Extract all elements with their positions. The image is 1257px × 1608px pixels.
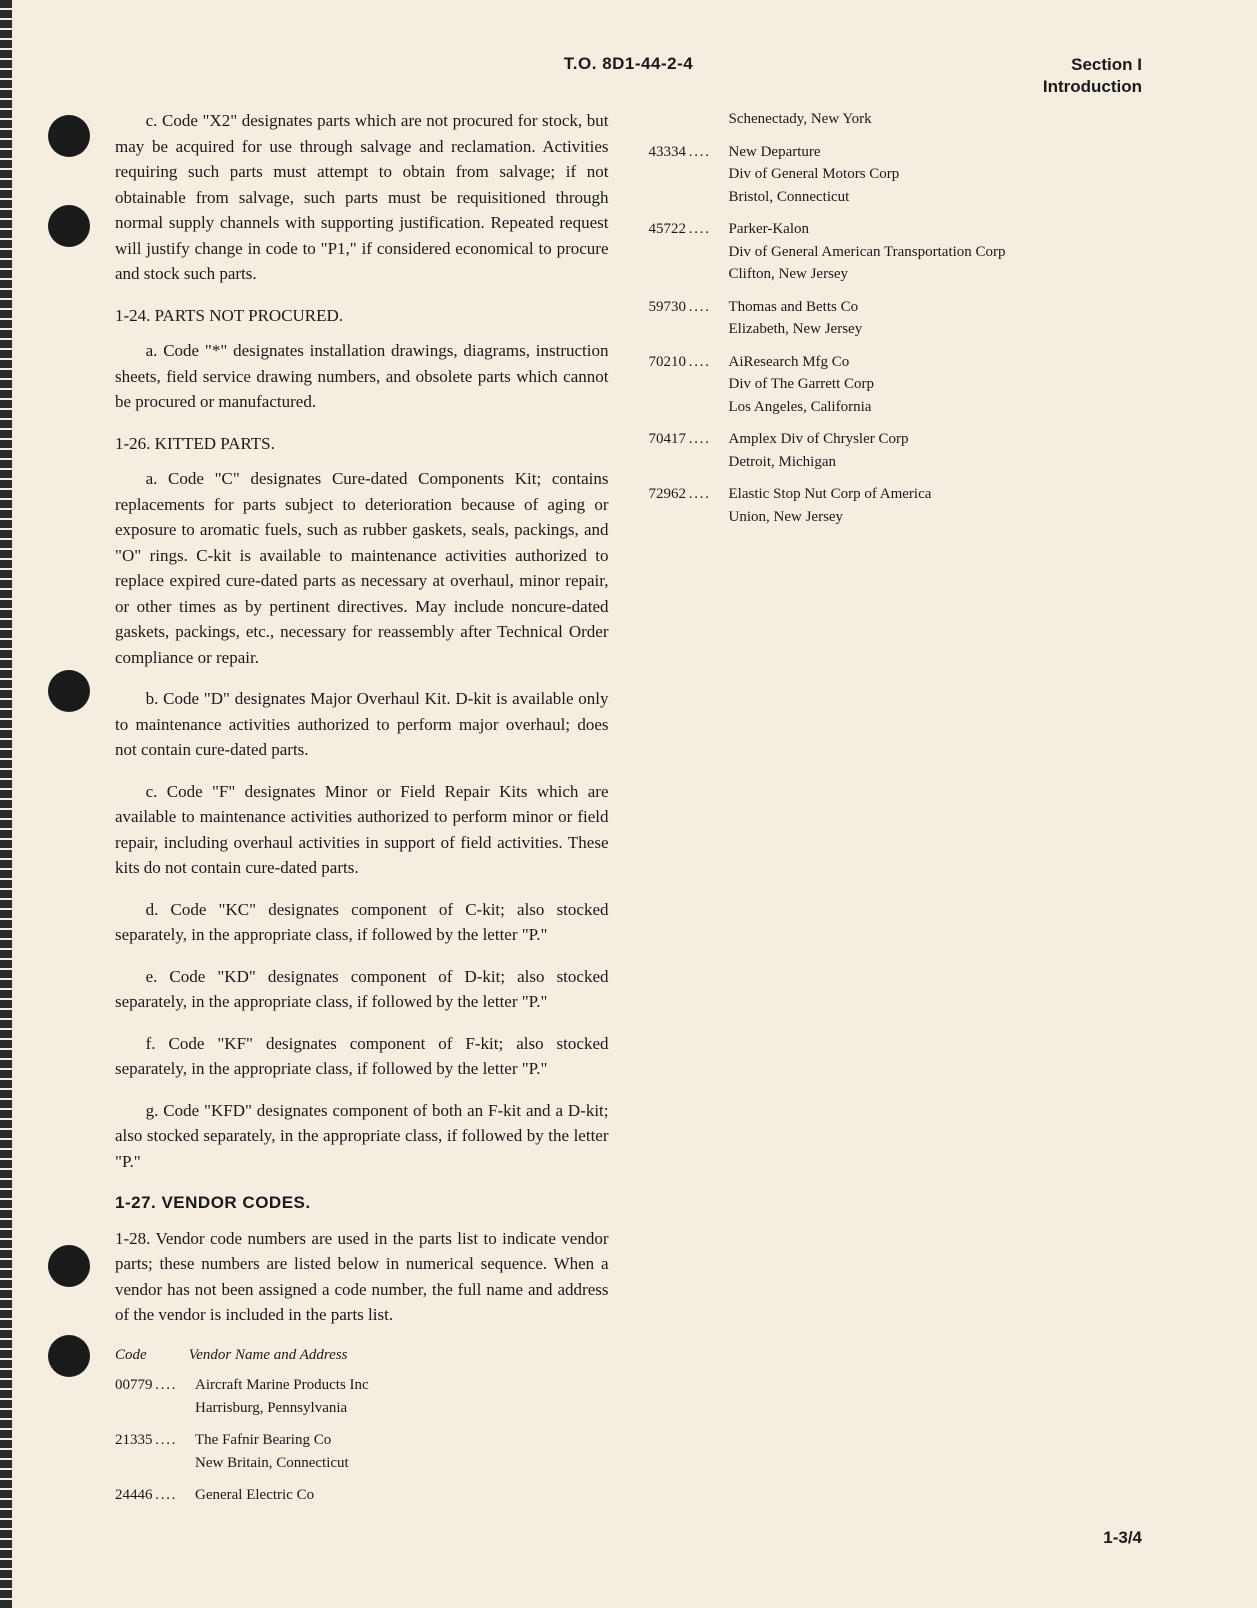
para-126e: e. Code "KD" designates component of D-k… — [115, 964, 609, 1015]
vendor-code: 70210 — [649, 351, 729, 419]
vendor-line: General Electric Co — [195, 1484, 609, 1507]
vendor-code: 59730 — [649, 296, 729, 341]
vendor-row: 59730Thomas and Betts CoElizabeth, New J… — [649, 296, 1143, 341]
vendor-code: 45722 — [649, 218, 729, 286]
para-128: 1-28. Vendor code numbers are used in th… — [115, 1226, 609, 1328]
vendor-row: 21335The Fafnir Bearing CoNew Britain, C… — [115, 1429, 609, 1474]
vendor-line: Elastic Stop Nut Corp of America — [729, 483, 1143, 506]
vendor-line: Schenectady, New York — [729, 108, 1143, 131]
heading-124: 1-24. PARTS NOT PROCURED. — [115, 303, 609, 329]
vendor-info: Elastic Stop Nut Corp of AmericaUnion, N… — [729, 483, 1143, 528]
para-124a: a. Code "*" designates installation draw… — [115, 338, 609, 415]
vendor-line: Div of The Garrett Corp — [729, 373, 1143, 396]
vendor-info: Amplex Div of Chrysler CorpDetroit, Mich… — [729, 428, 1143, 473]
vendor-row: 70210AiResearch Mfg CoDiv of The Garrett… — [649, 351, 1143, 419]
section-label: Section I Introduction — [1043, 54, 1142, 98]
binding-edge — [0, 0, 12, 1608]
heading-126: 1-26. KITTED PARTS. — [115, 431, 609, 457]
vendor-line: Bristol, Connecticut — [729, 186, 1143, 209]
vendor-header-name: Vendor Name and Address — [189, 1347, 348, 1363]
vendor-line: Aircraft Marine Products Inc — [195, 1374, 609, 1397]
vendor-line: Elizabeth, New Jersey — [729, 318, 1143, 341]
vendor-info: AiResearch Mfg CoDiv of The Garrett Corp… — [729, 351, 1143, 419]
vendor-info: The Fafnir Bearing CoNew Britain, Connec… — [195, 1429, 609, 1474]
vendor-info: Aircraft Marine Products IncHarrisburg, … — [195, 1374, 609, 1419]
vendor-line: New Britain, Connecticut — [195, 1452, 609, 1475]
para-126b: b. Code "D" designates Major Overhaul Ki… — [115, 686, 609, 763]
vendor-header-code: Code — [115, 1344, 185, 1367]
binder-hole — [48, 1245, 90, 1287]
vendor-code: 72962 — [649, 483, 729, 528]
vendor-line: Div of General Motors Corp — [729, 163, 1143, 186]
vendor-code: 00779 — [115, 1374, 195, 1419]
vendor-line: Detroit, Michigan — [729, 451, 1143, 474]
vendor-row: 72962Elastic Stop Nut Corp of AmericaUni… — [649, 483, 1143, 528]
para-126c: c. Code "F" designates Minor or Field Re… — [115, 779, 609, 881]
page: T.O. 8D1-44-2-4 Section I Introduction c… — [0, 0, 1257, 1608]
vendor-row: 00779Aircraft Marine Products IncHarrisb… — [115, 1374, 609, 1419]
vendor-line: AiResearch Mfg Co — [729, 351, 1143, 374]
heading-127: 1-27. VENDOR CODES. — [115, 1190, 609, 1216]
binder-hole — [48, 115, 90, 157]
page-number: 1-3/4 — [1103, 1528, 1142, 1548]
vendor-line: Los Angeles, California — [729, 396, 1143, 419]
vendor-line: New Departure — [729, 141, 1143, 164]
binder-hole — [48, 670, 90, 712]
vendor-table-header: Code Vendor Name and Address — [115, 1344, 609, 1367]
para-126g: g. Code "KFD" designates component of bo… — [115, 1098, 609, 1175]
vendor-line: Harrisburg, Pennsylvania — [195, 1397, 609, 1420]
to-number: T.O. 8D1-44-2-4 — [564, 54, 693, 74]
vendor-code: 21335 — [115, 1429, 195, 1474]
page-header: T.O. 8D1-44-2-4 Section I Introduction — [0, 54, 1257, 98]
para-126f: f. Code "KF" designates component of F-k… — [115, 1031, 609, 1082]
vendor-line: Thomas and Betts Co — [729, 296, 1143, 319]
binder-hole — [48, 1335, 90, 1377]
content-columns: c. Code "X2" designates parts which are … — [115, 108, 1142, 1528]
vendor-info: Thomas and Betts CoElizabeth, New Jersey — [729, 296, 1143, 341]
section-subtitle: Introduction — [1043, 76, 1142, 98]
section-line: Section I — [1043, 54, 1142, 76]
para-x2: c. Code "X2" designates parts which are … — [115, 108, 609, 287]
vendor-row: 70417Amplex Div of Chrysler CorpDetroit,… — [649, 428, 1143, 473]
binder-hole — [48, 205, 90, 247]
vendor-line: Amplex Div of Chrysler Corp — [729, 428, 1143, 451]
vendor-code: 43334 — [649, 141, 729, 209]
vendor-row: 43334New DepartureDiv of General Motors … — [649, 141, 1143, 209]
vendor-info: New DepartureDiv of General Motors CorpB… — [729, 141, 1143, 209]
vendor-line: Parker-Kalon — [729, 218, 1143, 241]
vendor-line: Union, New Jersey — [729, 506, 1143, 529]
vendor-code: 70417 — [649, 428, 729, 473]
vendor-line: Clifton, New Jersey — [729, 263, 1143, 286]
para-126a: a. Code "C" designates Cure-dated Compon… — [115, 466, 609, 670]
para-126d: d. Code "KC" designates component of C-k… — [115, 897, 609, 948]
vendor-line: The Fafnir Bearing Co — [195, 1429, 609, 1452]
vendor-line: Div of General American Transportation C… — [729, 241, 1143, 264]
vendor-info: Parker-KalonDiv of General American Tran… — [729, 218, 1143, 286]
vendor-row: 45722Parker-KalonDiv of General American… — [649, 218, 1143, 286]
